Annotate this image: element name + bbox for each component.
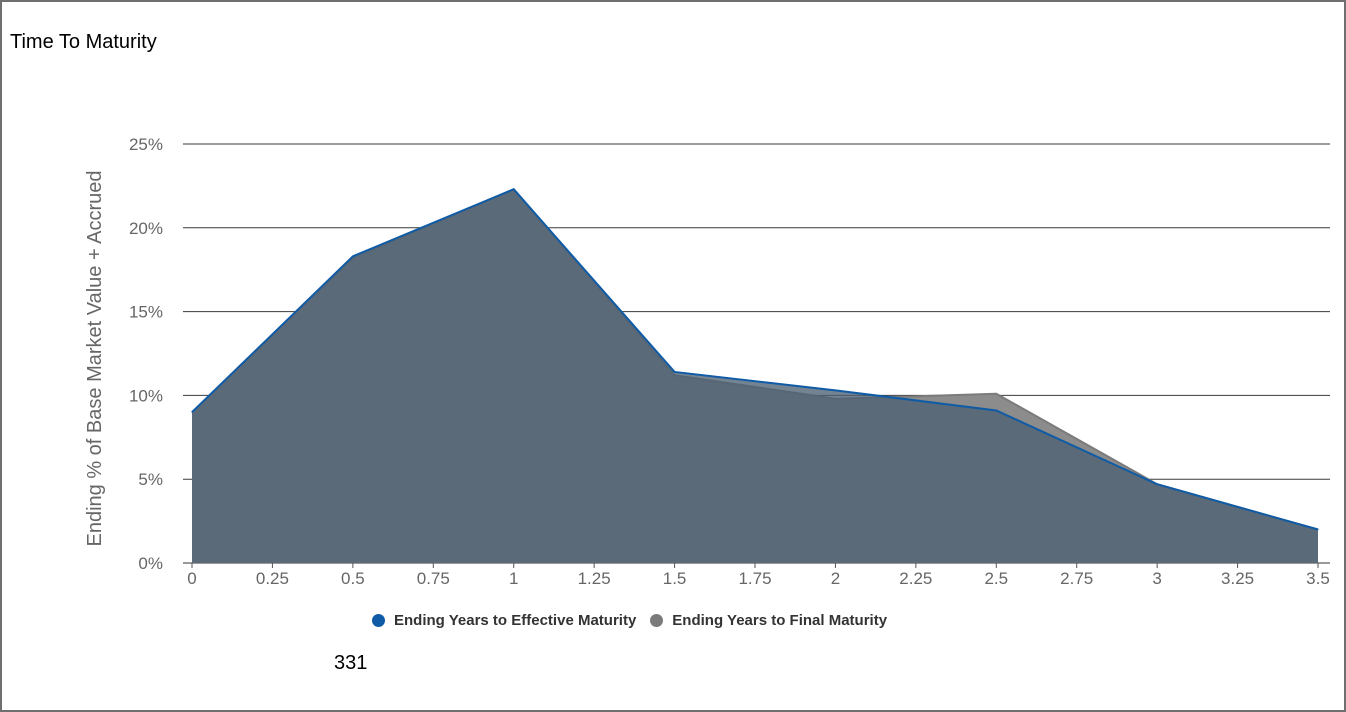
legend-marker-effective-maturity xyxy=(372,614,385,627)
x-tick-label: 0.5 xyxy=(341,569,365,588)
legend-label-final-maturity: Ending Years to Final Maturity xyxy=(672,612,888,629)
x-tick-label: 0.75 xyxy=(417,569,450,588)
footnote-number: 331 xyxy=(334,652,368,674)
y-axis-ticks: 0% 5% 10% 15% 20% 25% xyxy=(129,135,163,573)
legend-item-final-maturity[interactable]: Ending Years to Final Maturity xyxy=(650,612,887,629)
x-tick-label: 2.5 xyxy=(984,569,1008,588)
y-tick-label: 10% xyxy=(129,386,163,405)
data-point xyxy=(513,188,515,190)
x-axis-ticks: 0 0.25 0.5 0.75 1 1.25 1.5 1.75 2 2.25 2.5 2.75 3 3.2… xyxy=(187,563,1330,588)
legend-label-effective-maturity: Ending Years to Effective Maturity xyxy=(394,612,637,629)
line-effective-maturity xyxy=(191,188,1319,531)
x-tick-label: 3.25 xyxy=(1221,569,1254,588)
x-tick-label: 3.5 xyxy=(1306,569,1330,588)
x-tick-label: 0 xyxy=(187,569,196,588)
legend-item-effective-maturity[interactable]: Ending Years to Effective Maturity xyxy=(372,612,636,629)
x-tick-label: 1.25 xyxy=(578,569,611,588)
data-point xyxy=(834,389,836,391)
data-point xyxy=(674,371,676,373)
y-tick-label: 25% xyxy=(129,135,163,154)
legend: Ending Years to Effective Maturity Endin… xyxy=(372,612,901,629)
x-tick-label: 2.75 xyxy=(1060,569,1093,588)
y-tick-label: 20% xyxy=(129,219,163,238)
x-tick-label: 0.25 xyxy=(256,569,289,588)
data-point xyxy=(352,255,354,257)
y-tick-label: 15% xyxy=(129,303,163,322)
x-tick-label: 2 xyxy=(831,569,840,588)
data-point xyxy=(1156,483,1158,485)
x-tick-label: 1.5 xyxy=(663,569,687,588)
legend-marker-final-maturity xyxy=(650,614,664,627)
chart-title: Time To Maturity xyxy=(10,31,157,53)
area-effective-maturity xyxy=(192,189,1318,563)
data-point xyxy=(1317,528,1319,530)
y-axis-title: Ending % of Base Market Value + Accrued xyxy=(84,171,106,547)
data-point xyxy=(995,393,997,395)
data-point xyxy=(191,411,193,413)
data-point xyxy=(995,409,997,411)
y-tick-label: 0% xyxy=(138,554,163,573)
x-tick-label: 2.25 xyxy=(899,569,932,588)
x-tick-label: 1.75 xyxy=(738,569,771,588)
y-tick-label: 5% xyxy=(138,470,163,489)
x-tick-label: 3 xyxy=(1152,569,1161,588)
series-areas xyxy=(191,188,1319,563)
x-tick-label: 1 xyxy=(509,569,518,588)
